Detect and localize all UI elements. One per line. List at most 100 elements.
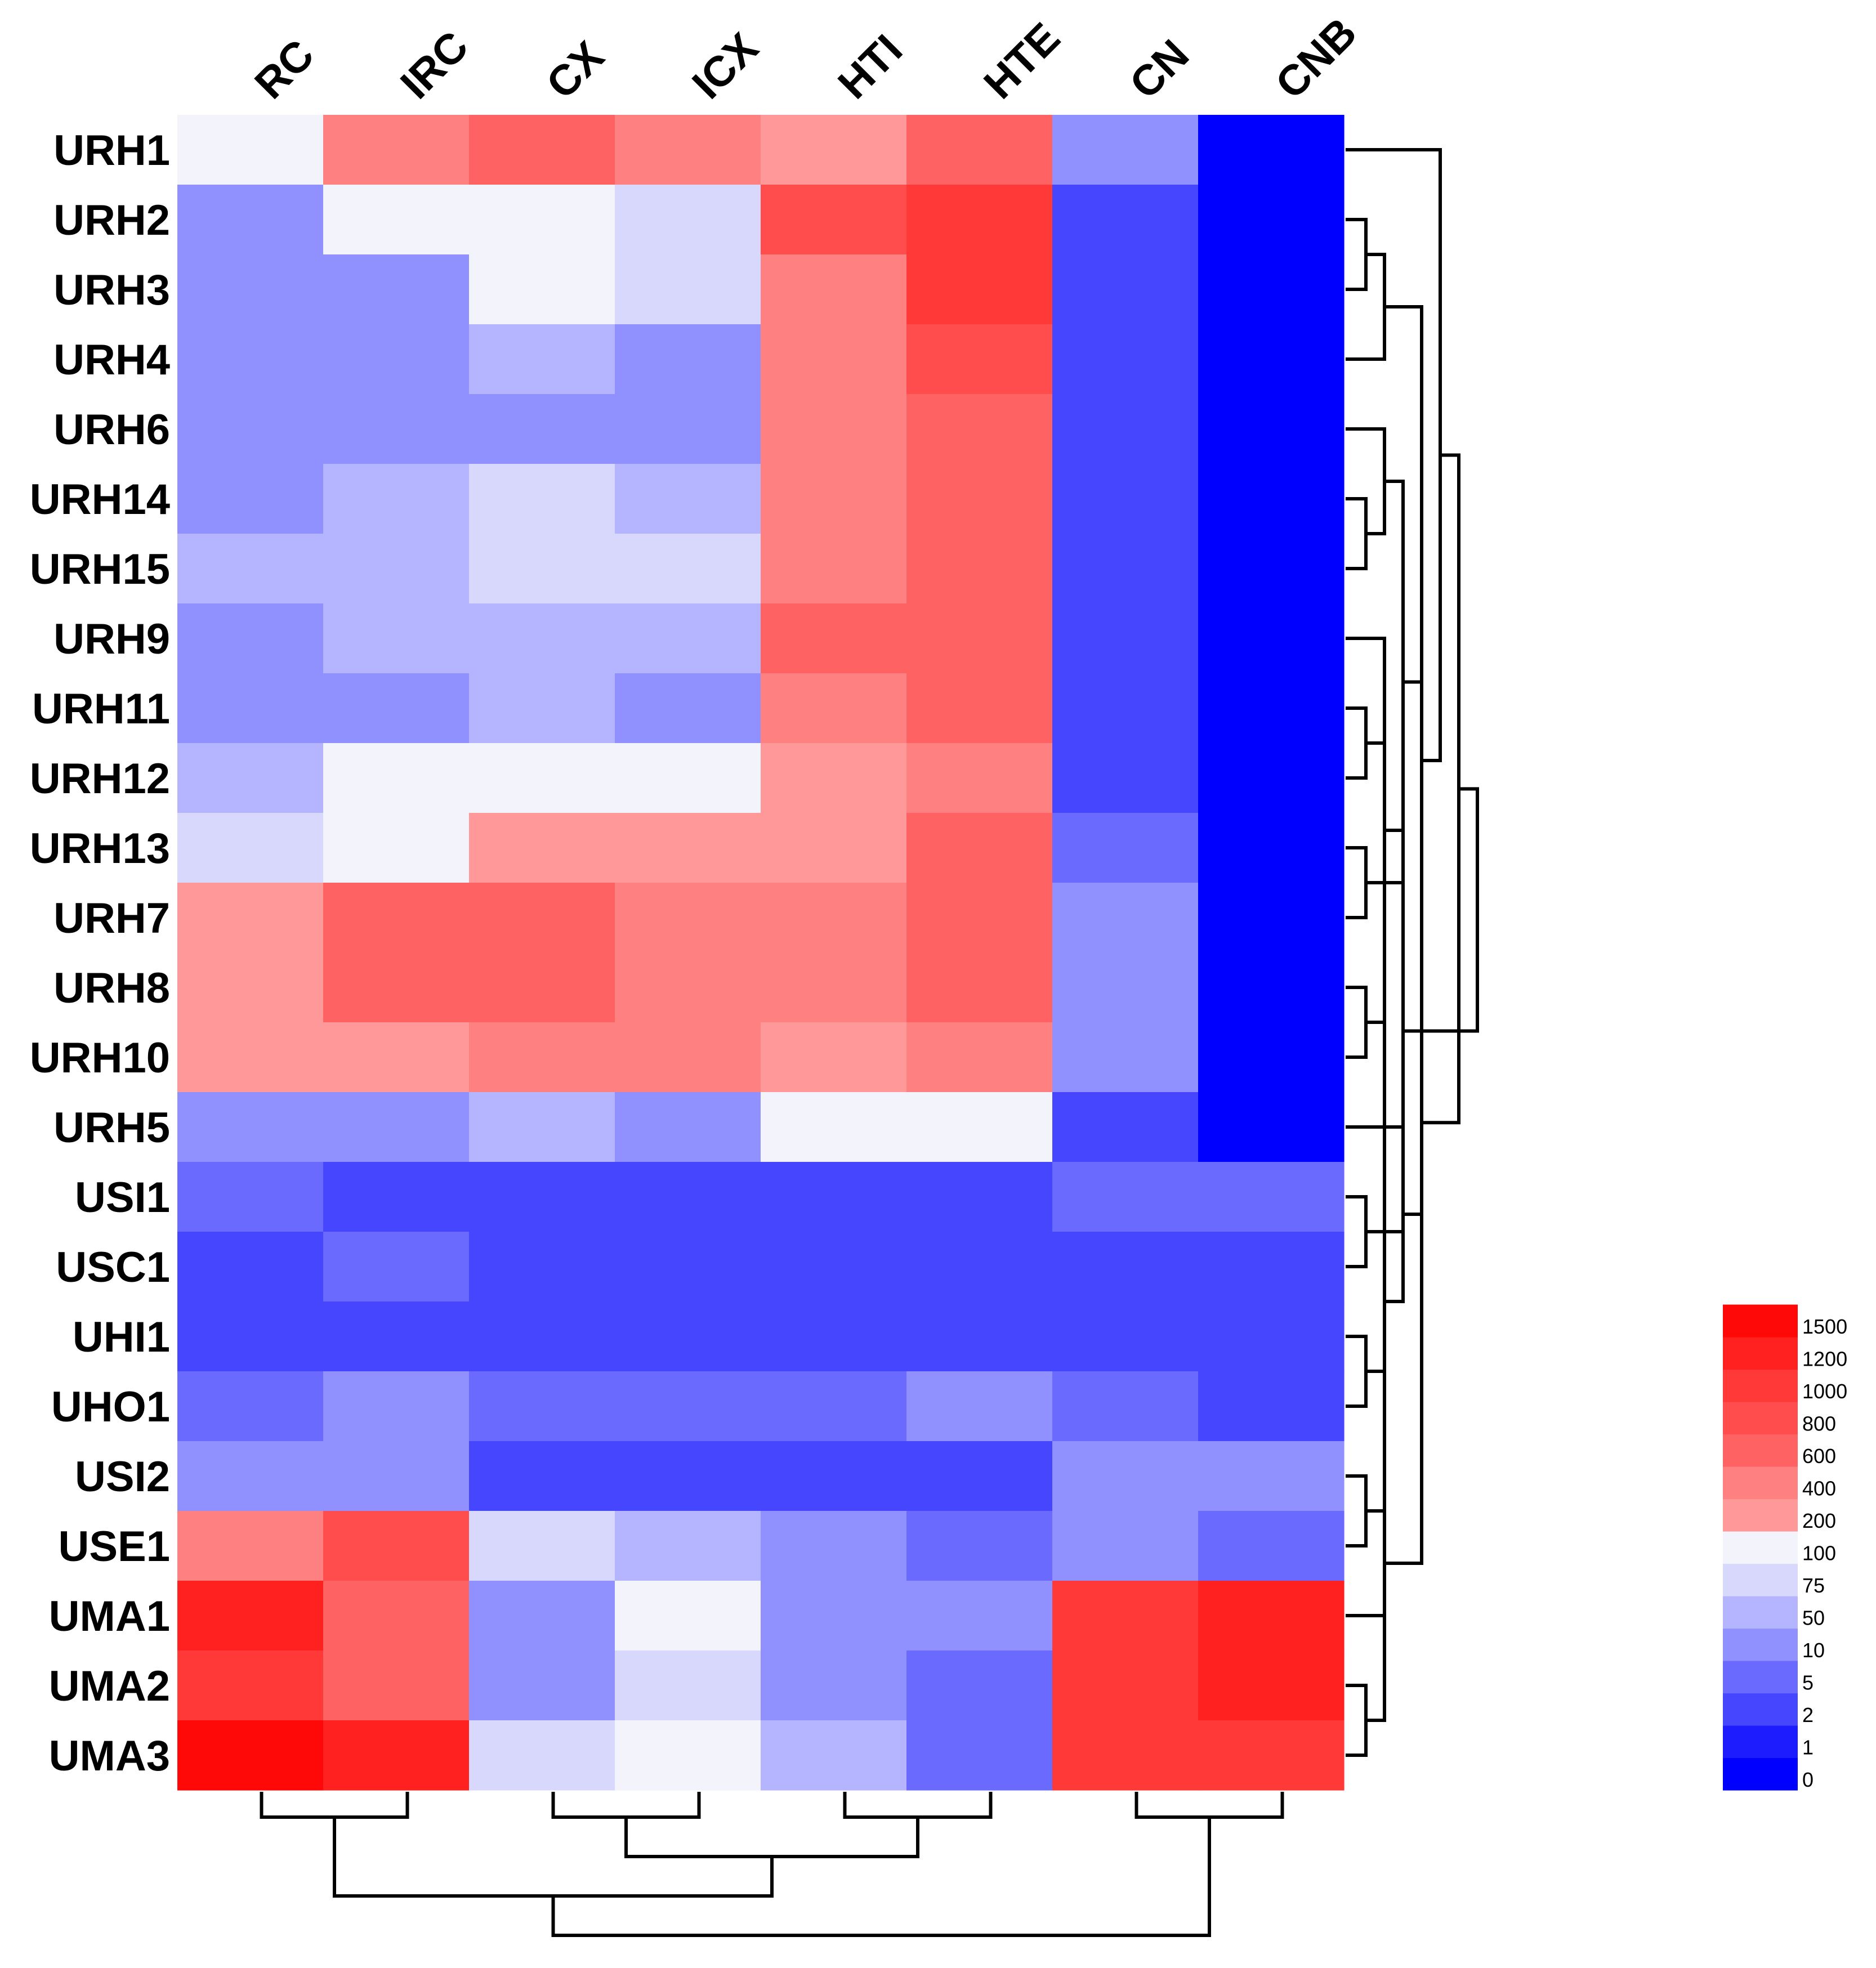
row-label-uma1: UMA1 <box>49 1593 170 1640</box>
row-label-usc1: USC1 <box>56 1244 170 1291</box>
cell-uma2-irc <box>323 1651 470 1721</box>
cell-urh5-cnb <box>1198 1092 1345 1162</box>
row-label-urh7: URH7 <box>53 894 170 942</box>
row-labels: URH1 URH2 URH3 URH4 URH6 URH14 URH15 URH9 URH11 U… <box>30 127 170 1780</box>
cell-urh9-rc <box>177 603 324 674</box>
cell-urh5-hti <box>761 1092 907 1162</box>
cell-uhi1-irc <box>323 1301 470 1372</box>
legend-label-75: 75 <box>1802 1574 1825 1597</box>
row-label-uma2: UMA2 <box>49 1662 170 1710</box>
cell-urh1-cx <box>469 115 615 185</box>
cell-urh4-cnb <box>1198 324 1345 395</box>
cell-urh1-cn <box>1052 115 1199 185</box>
row-dendrogram-branch <box>1346 497 1368 570</box>
cell-urh2-cn <box>1052 185 1199 255</box>
cell-uma1-hte <box>906 1581 1053 1651</box>
cell-usi2-hti <box>761 1441 907 1511</box>
cell-uho1-hti <box>761 1371 907 1442</box>
cell-urh1-rc <box>177 115 324 185</box>
cell-urh15-icx <box>615 534 761 604</box>
cell-usc1-rc <box>177 1232 324 1302</box>
legend-swatch-5 <box>1723 1661 1798 1694</box>
row-dendrogram-branch <box>1346 1335 1368 1408</box>
row-label-urh10: URH10 <box>30 1034 170 1082</box>
row-label-urh6: URH6 <box>53 406 170 454</box>
legend-swatch-2 <box>1723 1693 1798 1726</box>
legend-swatch-200 <box>1723 1499 1798 1532</box>
cell-use1-hte <box>906 1511 1053 1581</box>
cell-urh13-cnb <box>1198 813 1345 883</box>
legend-label-5: 5 <box>1802 1671 1814 1694</box>
row-label-uhi1: UHI1 <box>73 1313 170 1361</box>
cell-uho1-irc <box>323 1371 470 1442</box>
cell-urh9-hte <box>906 603 1053 674</box>
cell-urh6-cx <box>469 394 615 464</box>
cell-urh15-cnb <box>1198 534 1345 604</box>
row-label-urh11: URH11 <box>32 685 170 733</box>
legend-label-0: 0 <box>1802 1768 1814 1791</box>
cell-urh2-hti <box>761 185 907 255</box>
cell-urh13-cx <box>469 813 615 883</box>
legend-label-600: 600 <box>1802 1444 1836 1468</box>
cell-usi1-cnb <box>1198 1162 1345 1232</box>
column-labels: RC IRC CX ICX HTI HTE CN CNB <box>245 8 1366 108</box>
cell-usc1-cn <box>1052 1232 1199 1302</box>
legend-swatch-0 <box>1723 1757 1798 1791</box>
column-dendrogram-branch <box>551 1815 1211 1937</box>
cell-urh7-irc <box>323 883 470 953</box>
cell-urh3-cx <box>469 254 615 325</box>
cell-urh12-hti <box>761 743 907 813</box>
cell-urh6-irc <box>323 394 470 464</box>
cell-uhi1-hte <box>906 1301 1053 1372</box>
legend-swatch-600 <box>1723 1434 1798 1467</box>
cell-urh11-rc <box>177 673 324 744</box>
cell-uma3-cx <box>469 1720 615 1791</box>
legend-label-10: 10 <box>1802 1639 1825 1662</box>
cell-urh15-cx <box>469 534 615 604</box>
row-dendrogram-branch <box>1346 148 1442 762</box>
column-dendrogram-branch <box>843 1792 993 1819</box>
cell-urh3-irc <box>323 254 470 325</box>
cell-urh8-cnb <box>1198 952 1345 1023</box>
cell-usi2-cnb <box>1198 1441 1345 1511</box>
cell-usc1-hti <box>761 1232 907 1302</box>
cell-urh14-cn <box>1052 464 1199 534</box>
cell-urh8-hti <box>761 952 907 1023</box>
cell-urh2-irc <box>323 185 470 255</box>
cell-uma1-cnb <box>1198 1581 1345 1651</box>
cell-usc1-icx <box>615 1232 761 1302</box>
cell-urh3-cnb <box>1198 254 1345 325</box>
legend-label-1500: 1500 <box>1802 1315 1847 1338</box>
legend-label-1000: 1000 <box>1802 1380 1847 1403</box>
cell-urh3-hti <box>761 254 907 325</box>
cell-urh5-icx <box>615 1092 761 1162</box>
row-dendrogram-branch <box>1346 846 1368 919</box>
cell-urh6-icx <box>615 394 761 464</box>
cell-urh15-irc <box>323 534 470 604</box>
cell-uho1-hte <box>906 1371 1053 1442</box>
cell-urh10-icx <box>615 1022 761 1093</box>
cell-urh8-rc <box>177 952 324 1023</box>
cell-uma1-hti <box>761 1581 907 1651</box>
cell-uma2-hti <box>761 1651 907 1721</box>
cell-urh4-hti <box>761 324 907 395</box>
cell-urh9-irc <box>323 603 470 674</box>
cell-urh10-irc <box>323 1022 470 1093</box>
cell-urh12-cnb <box>1198 743 1345 813</box>
cell-uma1-cn <box>1052 1581 1199 1651</box>
cell-urh13-cn <box>1052 813 1199 883</box>
cell-uhi1-rc <box>177 1301 324 1372</box>
cell-urh9-cnb <box>1198 603 1345 674</box>
legend-label-2: 2 <box>1802 1703 1814 1727</box>
cell-urh5-cn <box>1052 1092 1199 1162</box>
cell-uma3-rc <box>177 1720 324 1791</box>
legend-swatch-1200 <box>1723 1337 1798 1370</box>
column-dendrogram-branch <box>260 1792 409 1819</box>
cell-urh5-rc <box>177 1092 324 1162</box>
cell-urh13-icx <box>615 813 761 883</box>
column-label-icx: ICX <box>683 24 767 108</box>
cell-urh11-cnb <box>1198 673 1345 744</box>
cell-urh3-icx <box>615 254 761 325</box>
cell-usi2-irc <box>323 1441 470 1511</box>
cell-urh12-rc <box>177 743 324 813</box>
